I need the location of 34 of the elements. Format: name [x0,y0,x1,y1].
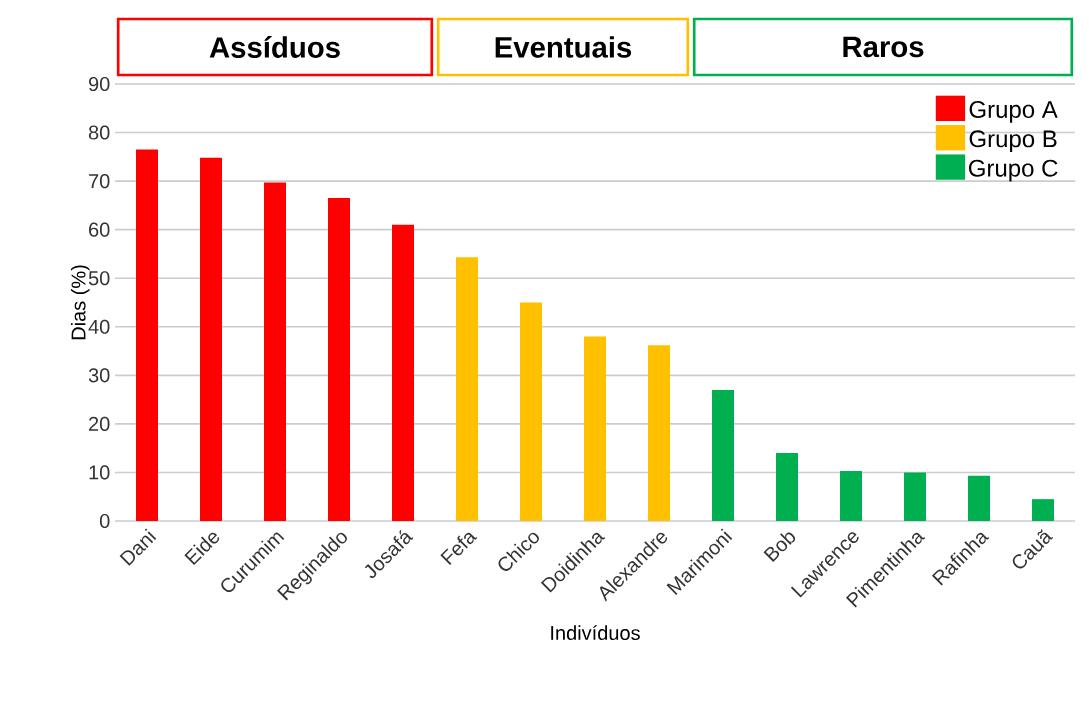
bar [840,470,862,521]
bar [328,198,350,521]
y-tick-label: 90 [88,76,110,92]
x-tick-label: Eide [184,532,220,566]
text: Raros [843,36,924,58]
bar [712,389,735,521]
bar [584,336,606,521]
y-tick-label: 80 [88,125,110,140]
bar [1032,499,1055,521]
bar [520,302,542,521]
x-axis-title: Indivíduos [551,625,640,641]
y-tick-label: 50 [88,271,110,286]
bar [648,345,671,521]
bar [264,182,286,521]
legend-label: Grupo A [969,100,1058,123]
text: Assíduos [209,36,340,58]
legend-label: Grupo B [969,130,1057,153]
y-tick-label: 20 [89,416,110,431]
y-tick-label: 70 [89,174,110,189]
bar [392,224,414,521]
y-tick-label: 30 [88,368,110,383]
bar [776,453,799,521]
x-tick-label: Fefa [440,532,478,566]
text: Eventuais [495,36,632,58]
y-tick-label: 0 [99,513,110,529]
bar [200,157,222,521]
bar [456,257,478,521]
bar [136,149,158,521]
y-tick-label: 40 [88,319,110,334]
y-tick-label: 60 [89,222,110,237]
bar [968,475,991,521]
legend-label: Grupo C [968,159,1058,182]
y-tick-label: 10 [89,465,110,480]
bar [904,472,926,521]
